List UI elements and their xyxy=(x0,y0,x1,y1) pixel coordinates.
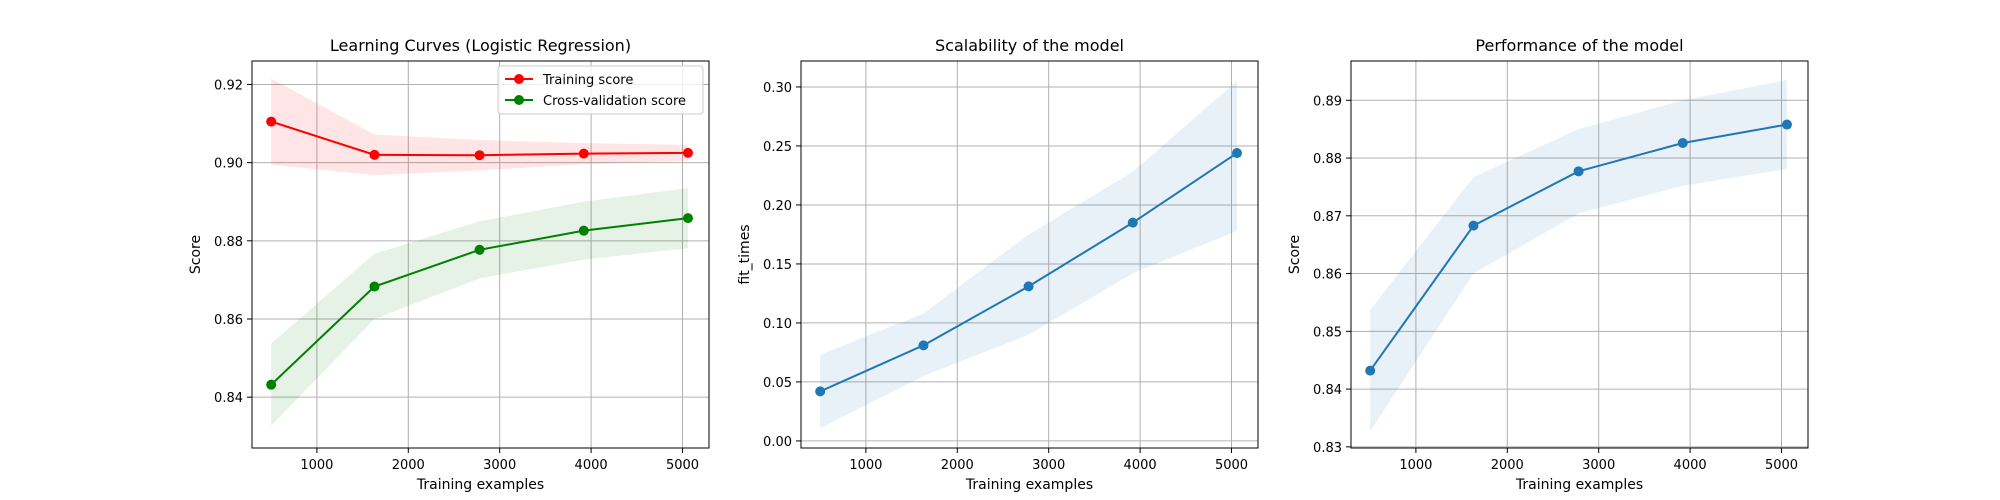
x-tick-label: 1000 xyxy=(849,458,882,473)
data-point xyxy=(1231,148,1242,159)
confidence-band xyxy=(271,188,688,426)
y-tick-label: 0.05 xyxy=(763,376,792,391)
chart-panel-1: 1000 2000 3000 4000 5000 0.84 0.86 0.88 0.90 0.92… xyxy=(188,36,710,493)
data-point xyxy=(474,150,485,161)
x-tick-label: 1000 xyxy=(1399,458,1432,473)
data-point xyxy=(578,225,589,236)
legend-swatch-marker xyxy=(514,95,524,105)
y-tick-label: 0.88 xyxy=(1313,152,1342,167)
data-point xyxy=(369,281,380,292)
y-tick-label: 0.84 xyxy=(214,391,243,406)
chart-panel-2: 1000 2000 3000 4000 5000 0.00 0.05 0.10 0.15 0.20… xyxy=(737,36,1259,493)
y-tick-label: 0.92 xyxy=(214,78,243,93)
y-axis-label: Score xyxy=(188,235,204,274)
x-tick-label: 4000 xyxy=(575,458,608,473)
y-tick-label: 0.87 xyxy=(1313,210,1342,225)
y-tick-label: 0.84 xyxy=(1313,383,1342,398)
y-tick-label: 0.00 xyxy=(763,435,792,450)
legend-swatch-marker xyxy=(514,74,524,84)
x-axis-label: Training examples xyxy=(1515,477,1643,493)
axes-frame xyxy=(800,60,1259,449)
y-tick-label: 0.86 xyxy=(1313,268,1342,283)
x-tick-label: 5000 xyxy=(1215,458,1248,473)
y-tick-label: 0.89 xyxy=(1313,94,1342,109)
data-point xyxy=(1127,217,1138,228)
x-tick-label: 5000 xyxy=(1765,458,1798,473)
x-tick-label: 4000 xyxy=(1674,458,1707,473)
x-tick-label: 5000 xyxy=(666,458,699,473)
data-point xyxy=(1781,119,1792,130)
data-point xyxy=(1365,365,1376,376)
data-point xyxy=(682,147,693,158)
legend-box xyxy=(497,65,704,115)
data-point xyxy=(1677,138,1688,149)
x-tick-label: 3000 xyxy=(1032,458,1065,473)
data-point xyxy=(266,116,277,127)
chart-title: Scalability of the model xyxy=(935,36,1124,55)
legend-label: Cross-validation score xyxy=(543,94,686,109)
legend: Training score Cross-validation score xyxy=(497,65,704,115)
data-point xyxy=(682,213,693,224)
confidence-band xyxy=(820,81,1237,428)
data-point xyxy=(1468,220,1479,231)
x-tick-label: 2000 xyxy=(1491,458,1524,473)
chart-panel-3: 1000 2000 3000 4000 5000 0.83 0.84 0.85 0.86 0.87… xyxy=(1287,36,1809,493)
confidence-band xyxy=(1370,80,1787,432)
y-tick-label: 0.83 xyxy=(1313,441,1342,456)
data-point xyxy=(578,148,589,159)
chart-title: Performance of the model xyxy=(1475,36,1683,55)
y-tick-label: 0.25 xyxy=(763,140,792,155)
y-tick-label: 0.90 xyxy=(214,157,243,172)
y-tick-label: 0.20 xyxy=(763,199,792,214)
x-tick-label: 2000 xyxy=(941,458,974,473)
y-tick-label: 0.88 xyxy=(214,235,243,250)
axes-frame xyxy=(1350,60,1809,449)
y-tick-label: 0.85 xyxy=(1313,325,1342,340)
x-tick-label: 3000 xyxy=(483,458,516,473)
y-tick-label: 0.10 xyxy=(763,317,792,332)
data-point xyxy=(1023,281,1034,292)
x-tick-label: 3000 xyxy=(1582,458,1615,473)
chart-title: Learning Curves (Logistic Regression) xyxy=(330,36,631,55)
data-point xyxy=(474,244,485,255)
legend-label: Training score xyxy=(542,73,633,88)
axes-frame xyxy=(251,60,710,449)
data-point xyxy=(918,340,929,351)
y-axis-label: fit_times xyxy=(737,224,753,284)
y-tick-label: 0.30 xyxy=(763,81,792,96)
x-tick-label: 1000 xyxy=(300,458,333,473)
data-point xyxy=(369,149,380,160)
y-axis-label: Score xyxy=(1287,235,1303,274)
x-axis-label: Training examples xyxy=(416,477,544,493)
x-tick-label: 4000 xyxy=(1124,458,1157,473)
x-axis-label: Training examples xyxy=(965,477,1093,493)
data-point xyxy=(815,386,826,397)
x-tick-label: 2000 xyxy=(392,458,425,473)
data-point xyxy=(1573,166,1584,177)
y-tick-label: 0.15 xyxy=(763,258,792,273)
data-point xyxy=(266,379,277,390)
y-tick-label: 0.86 xyxy=(214,313,243,328)
